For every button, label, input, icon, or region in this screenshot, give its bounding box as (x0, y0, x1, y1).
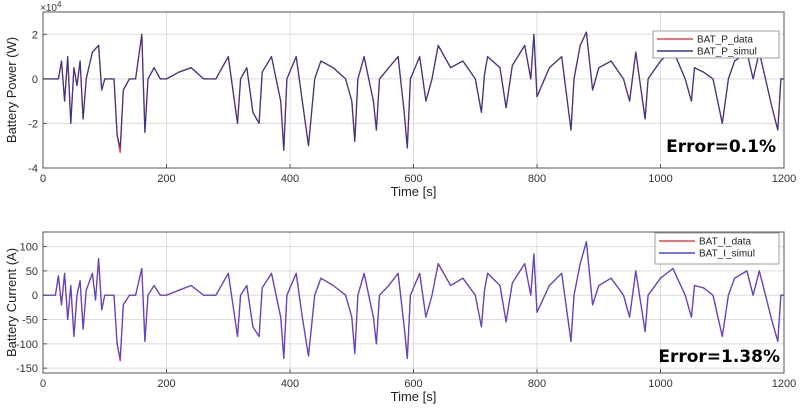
legend-box (652, 30, 780, 59)
y-exponent-power: 4 (57, 0, 62, 9)
series-line-BAT_I_simul (43, 241, 784, 359)
y-tick-label: -2 (28, 118, 38, 130)
legend-box (654, 232, 780, 265)
error-annotation: Error=0.1% (666, 137, 776, 157)
x-tick-label: 1200 (772, 173, 796, 185)
y-axis-label: Battery Power (W) (4, 37, 19, 143)
x-axis-label: Time [s] (391, 184, 437, 199)
y-tick-label: -50 (22, 315, 38, 327)
y-axis-label: Battery Current (A) (4, 248, 19, 357)
legend-label: BAT_P_simul (697, 47, 757, 58)
legend-label: BAT_I_simul (699, 249, 755, 260)
x-tick-label: 800 (528, 378, 546, 390)
x-tick-label: 0 (40, 378, 46, 390)
error-annotation: Error=1.38% (658, 347, 780, 367)
x-tick-label: 400 (281, 378, 299, 390)
series-line-BAT_P_simul (43, 31, 784, 151)
y-tick-label: -4 (28, 163, 38, 175)
y-tick-label: -150 (16, 363, 38, 375)
chart-1: 0 200 400 600 800 1000 1200 -4 -2 0 2 ×104 Time [s] B… (4, 0, 796, 199)
y-tick-label: 2 (32, 29, 38, 41)
chart-2: 0 200 400 600 800 1000 1200 -150 -100 -50 0 50 100 Ti… (4, 231, 796, 404)
x-tick-label: 400 (281, 173, 299, 185)
y-tick-label: 0 (32, 290, 38, 302)
x-tick-label: 0 (40, 173, 46, 185)
y-tick-label: 100 (20, 242, 38, 254)
x-tick-label: 1000 (648, 173, 672, 185)
legend-label: BAT_P_data (697, 35, 753, 46)
x-axis-label: Time [s] (391, 389, 437, 404)
legend-label: BAT_I_data (699, 237, 752, 248)
y-tick-label: 50 (26, 266, 38, 278)
x-tick-label: 800 (528, 173, 546, 185)
x-tick-label: 1200 (772, 378, 796, 390)
y-exponent-label: ×104 (40, 0, 62, 14)
x-tick-label: 1000 (648, 378, 672, 390)
y-tick-label: -100 (16, 339, 38, 351)
x-tick-label: 600 (404, 378, 422, 390)
x-tick-label: 600 (404, 173, 422, 185)
x-tick-label: 200 (157, 173, 175, 185)
x-tick-label: 200 (157, 378, 175, 390)
y-tick-label: 0 (32, 74, 38, 86)
